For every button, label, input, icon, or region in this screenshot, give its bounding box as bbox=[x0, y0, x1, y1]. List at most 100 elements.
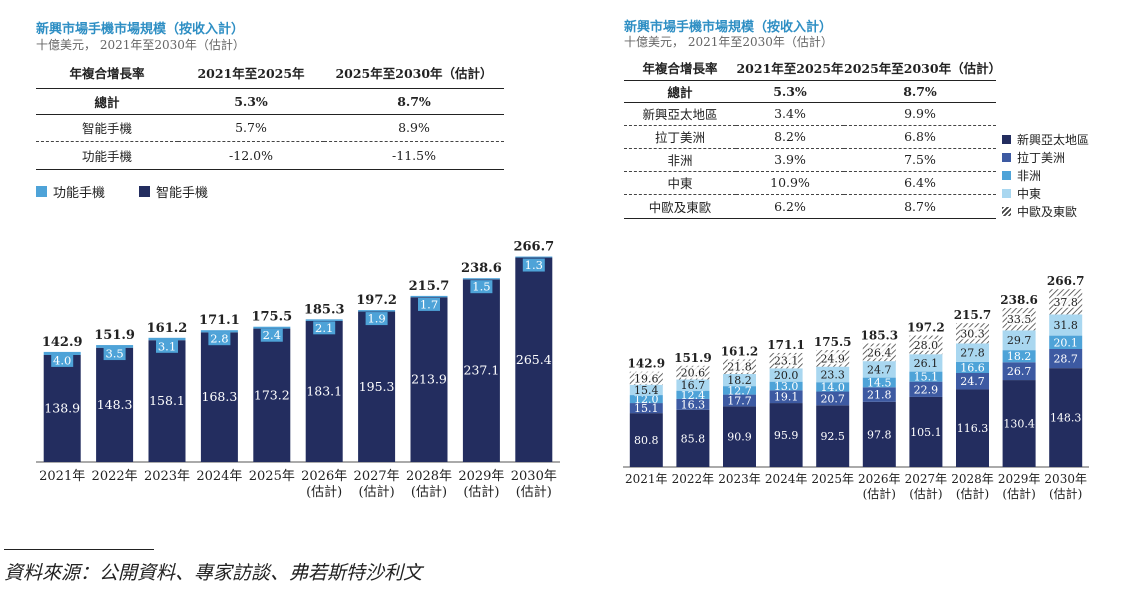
bar-segment bbox=[148, 340, 186, 462]
data-label: 18.2 bbox=[1007, 350, 1032, 363]
table-cell: 8.2% bbox=[736, 125, 844, 149]
bar-segment bbox=[909, 371, 943, 382]
data-label: 12.0 bbox=[634, 393, 659, 406]
data-label: 80.8 bbox=[634, 434, 659, 447]
legend-swatch bbox=[1002, 134, 1011, 144]
table-header-cell: 2025年至2030年（估計） bbox=[324, 58, 504, 89]
data-label: 265.4 bbox=[516, 352, 552, 367]
data-label: 138.9 bbox=[44, 400, 80, 415]
data-label: 4.0 bbox=[53, 353, 71, 367]
data-label: 3.1 bbox=[158, 339, 176, 353]
data-label-box bbox=[156, 339, 178, 353]
table-header-cell: 2021年至2025年 bbox=[736, 56, 844, 81]
data-label: 1.7 bbox=[420, 297, 438, 311]
bar-segment bbox=[862, 401, 896, 467]
legend-label: 中歐及東歐 bbox=[1017, 204, 1078, 219]
table-header-cell: 年複合增長率 bbox=[624, 56, 736, 81]
legend-label: 新興亞太地區 bbox=[1017, 132, 1090, 147]
data-label-box bbox=[418, 297, 440, 311]
data-label-box bbox=[634, 383, 659, 396]
total-label: 215.7 bbox=[954, 308, 992, 322]
data-label: 24.7 bbox=[867, 363, 892, 376]
table-cell: 中歐及東歐 bbox=[624, 194, 736, 219]
bar-segment bbox=[723, 406, 756, 467]
table-cell: 非洲 bbox=[624, 148, 736, 172]
table-cell: 8.7% bbox=[844, 80, 996, 103]
bar-segment bbox=[1002, 362, 1036, 381]
data-label: 12.4 bbox=[681, 389, 706, 402]
data-label: 15.1 bbox=[914, 371, 939, 384]
table-cell: 新興亞太地區 bbox=[624, 102, 736, 126]
data-label: 30.3 bbox=[960, 327, 985, 340]
total-label: 142.9 bbox=[42, 335, 83, 350]
legend-left: 功能手機 智能手機 bbox=[36, 182, 208, 201]
bar-segment bbox=[1049, 368, 1083, 467]
data-label: 2.8 bbox=[210, 332, 228, 346]
total-label: 185.3 bbox=[861, 329, 899, 343]
data-label: 19.1 bbox=[774, 391, 799, 404]
panel-total-market: 新興市場手機市場規模（按收入計） 十億美元， 2021年至2030年（估計） 年… bbox=[0, 0, 560, 520]
data-label: 130.4 bbox=[1003, 418, 1035, 431]
source-note: 資料來源：公開資料、專家訪談、弗若斯特沙利文 bbox=[4, 562, 423, 584]
bar-segment bbox=[816, 405, 850, 467]
x-tick-label: (估計) bbox=[411, 484, 447, 500]
bar-segment bbox=[629, 403, 663, 414]
legend-right: 新興亞太地區 拉丁美洲 非洲 中東 中歐及東歐 bbox=[1002, 130, 1089, 220]
table-row: 功能手機 -12.0% -11.5% bbox=[36, 141, 504, 170]
data-label: 20.6 bbox=[681, 367, 706, 380]
table-cell: 功能手機 bbox=[36, 141, 178, 170]
data-label: 16.7 bbox=[681, 379, 706, 392]
bar-segment bbox=[253, 326, 291, 329]
x-tick-label: 2023年 bbox=[144, 469, 190, 484]
data-label: 21.8 bbox=[727, 361, 752, 374]
bar-segment bbox=[909, 381, 943, 397]
data-label-box bbox=[913, 356, 938, 369]
data-label-box bbox=[820, 368, 845, 381]
panel-regional-market: 新興市場手機市場規模（按收入計） 十億美元， 2021年至2030年（估計） 年… bbox=[600, 0, 1132, 520]
table-cell: 6.8% bbox=[844, 125, 996, 149]
data-label: 31.8 bbox=[1053, 319, 1078, 332]
data-label: 28.0 bbox=[914, 339, 939, 352]
total-label: 238.6 bbox=[1000, 293, 1038, 307]
table-cell: 拉丁美洲 bbox=[624, 125, 736, 149]
x-tick-label: 2022年 bbox=[92, 469, 138, 484]
x-tick-label: 2030年 bbox=[511, 469, 557, 484]
total-label: 197.2 bbox=[907, 321, 945, 335]
x-tick-label: 2026年 bbox=[301, 469, 347, 484]
table-cell: 9.9% bbox=[844, 102, 996, 126]
x-tick-label: 2028年 bbox=[951, 472, 994, 486]
data-label: 23.3 bbox=[820, 368, 845, 381]
data-label-box bbox=[680, 379, 705, 392]
table-cell: 中東 bbox=[624, 171, 736, 195]
bar-segment bbox=[515, 256, 553, 258]
legend-item: 新興亞太地區 bbox=[1002, 130, 1089, 148]
table-row: 非洲 3.9% 7.5% bbox=[624, 148, 996, 172]
legend-swatch bbox=[1002, 188, 1011, 198]
data-label: 237.1 bbox=[464, 363, 500, 378]
data-label: 12.7 bbox=[727, 384, 752, 397]
data-label: 18.2 bbox=[727, 374, 752, 387]
data-label-box bbox=[365, 312, 388, 326]
legend-swatch-smartphone bbox=[139, 186, 151, 197]
bar-segment bbox=[676, 390, 710, 399]
bar-segment bbox=[1002, 350, 1036, 363]
data-label-box bbox=[774, 354, 799, 367]
stacked-bar-chart-left: 138.9 4.0 142.9 2021年 148.3 3.5 151.9 2022年 158.… bbox=[36, 240, 560, 500]
bar-segment bbox=[358, 311, 396, 462]
table-header-row: 年複合增長率 2021年至2025年 2025年至2030年（估計） bbox=[36, 58, 504, 89]
total-label: 171.1 bbox=[199, 313, 240, 328]
bar-segment bbox=[410, 297, 448, 462]
bar-segment bbox=[816, 382, 850, 392]
data-label: 17.7 bbox=[727, 395, 752, 408]
bar-segment bbox=[515, 257, 553, 462]
x-tick-label: 2025年 bbox=[249, 469, 295, 484]
total-label: 175.5 bbox=[814, 335, 852, 349]
bar-segment bbox=[956, 361, 989, 373]
data-label-box bbox=[960, 346, 985, 359]
x-tick-label: (估計) bbox=[516, 484, 552, 500]
data-label-box bbox=[727, 360, 752, 373]
table-row: 中東 10.9% 6.4% bbox=[624, 171, 996, 195]
x-tick-label: 2022年 bbox=[672, 472, 715, 486]
x-tick-label: (估計) bbox=[1049, 486, 1082, 501]
total-label: 151.9 bbox=[674, 351, 712, 365]
